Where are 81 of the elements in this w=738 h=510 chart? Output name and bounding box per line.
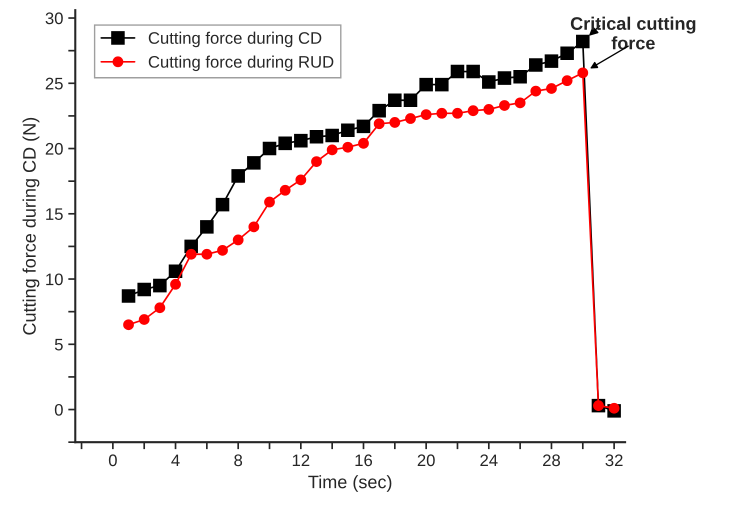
y-axis-title: Cutting force during CD (N) [22,118,40,335]
point [264,196,275,208]
legend-label: Cutting force during RUD [148,56,334,72]
x-tick-label: 32 [605,454,623,466]
y-tick-label: 0 [54,404,63,416]
point [483,104,494,115]
point [389,117,400,128]
point [388,93,402,108]
point [200,220,214,234]
point [154,302,166,314]
annotation: Critical cutting force [570,16,696,50]
point [577,67,588,78]
point [168,264,182,278]
point [310,130,324,144]
point [262,142,276,156]
point [529,58,543,72]
point [201,248,212,260]
point [217,244,228,256]
point [248,221,260,232]
y-tick-label: 15 [46,208,63,220]
point [499,100,510,111]
legend-label: Cutting force during CD [148,32,322,48]
point [247,156,261,170]
x-tick-label: 4 [171,454,180,466]
point [358,138,369,149]
point [170,278,181,290]
point [356,120,370,134]
x-tick-label: 20 [418,454,435,466]
point [405,113,416,124]
point [468,105,479,116]
point [562,75,573,86]
y-tick-label: 30 [46,12,63,24]
point [137,282,151,296]
point [404,93,418,108]
point [560,46,574,60]
x-tick-label: 8 [234,454,242,466]
point [295,174,306,186]
point [452,108,463,119]
point [576,34,590,48]
point [231,169,245,183]
point [513,70,527,84]
y-tick-label: 5 [54,338,63,350]
point [498,71,512,85]
y-tick-label: 20 [46,142,63,155]
point [450,64,464,78]
point [123,319,134,330]
point [546,83,557,94]
x-tick-label: 16 [356,454,372,466]
point [311,156,322,167]
point [372,104,386,118]
point [280,184,291,196]
point [435,78,449,92]
point [325,128,339,142]
point [530,86,542,96]
point [466,64,480,78]
point [419,78,433,92]
point [482,75,496,89]
y-tick-label: 10 [46,273,63,286]
point [326,144,338,156]
x-tick-label: 12 [292,454,310,466]
point [342,142,354,153]
point [278,136,292,150]
point [420,109,432,120]
point [153,278,167,292]
point [374,118,385,130]
x-axis-title: Time (sec) [308,475,392,492]
point [544,54,558,68]
point [294,134,308,148]
point [186,248,197,260]
x-tick-label: 28 [543,454,560,466]
point [122,289,136,303]
point [216,198,230,212]
point [341,123,355,138]
x-tick-label: 0 [108,454,117,466]
point [514,97,526,108]
point [608,402,620,414]
point [232,234,244,246]
point [138,314,150,325]
point [436,108,448,119]
y-tick-label: 25 [46,78,63,90]
x-tick-label: 24 [480,454,498,466]
